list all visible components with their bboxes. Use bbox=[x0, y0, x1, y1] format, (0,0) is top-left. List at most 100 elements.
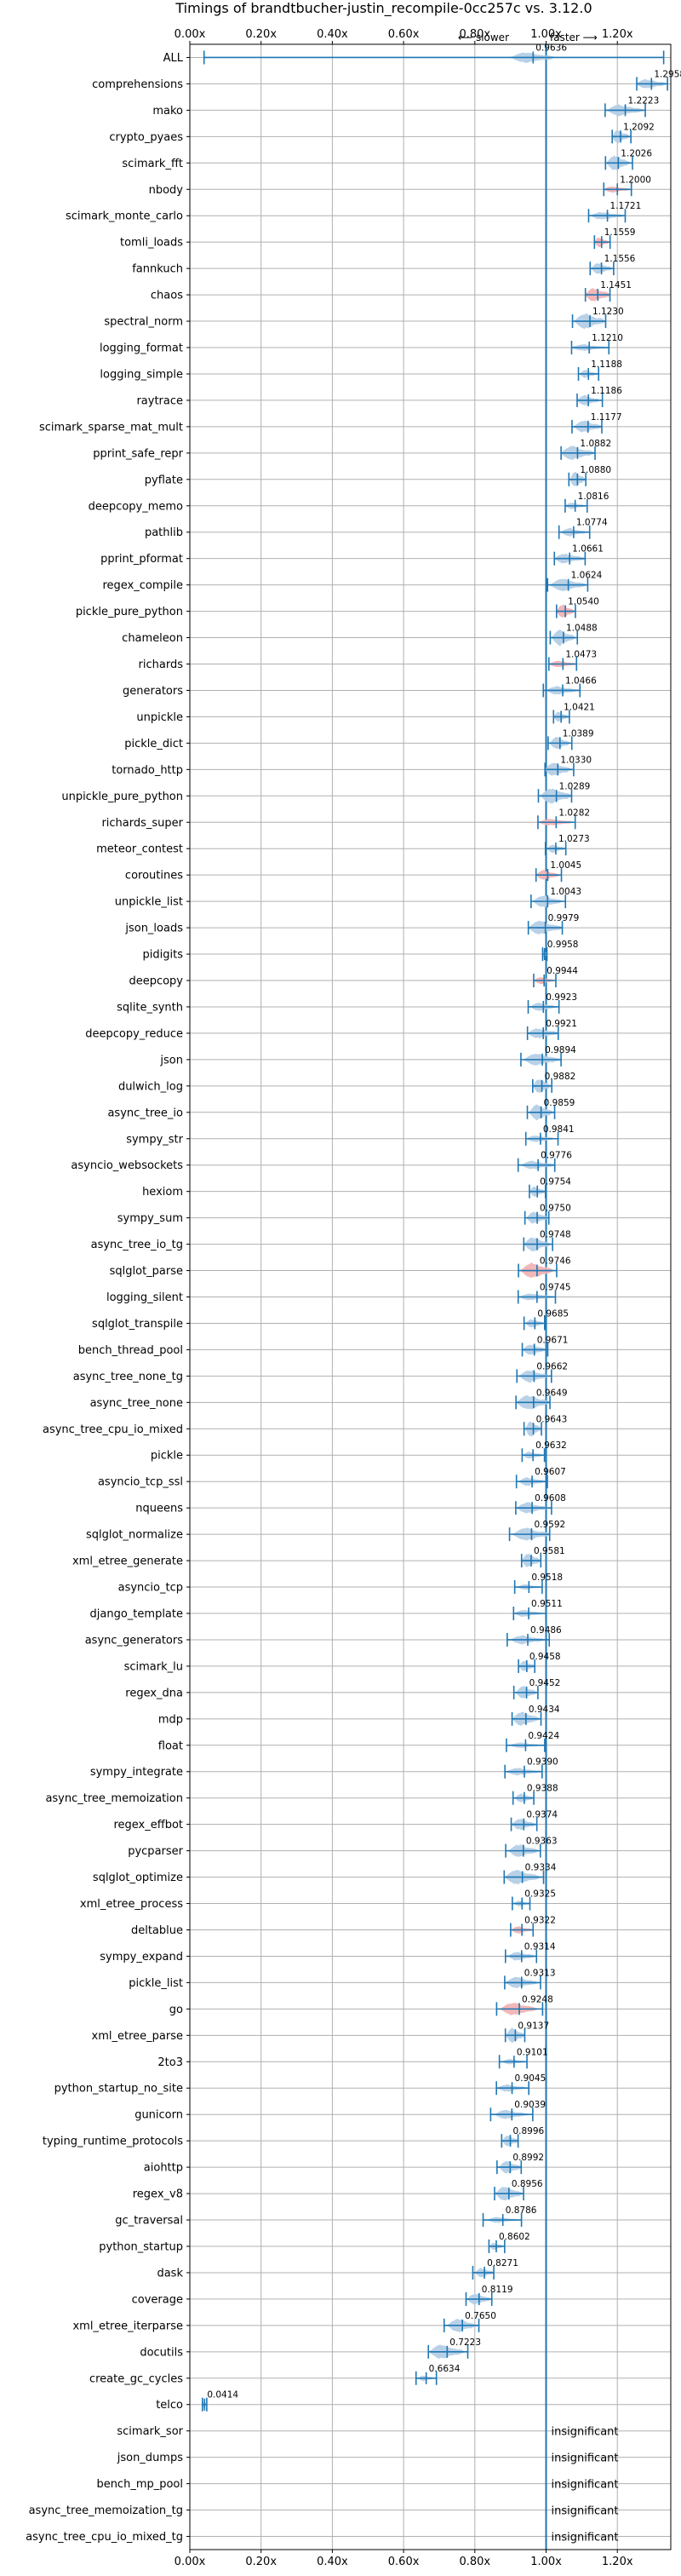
value-label: 0.9979 bbox=[548, 913, 580, 923]
category-label: pickle_list bbox=[129, 1977, 183, 1990]
value-label: 1.2223 bbox=[628, 95, 660, 106]
value-label: 1.0045 bbox=[550, 860, 581, 871]
value-label: 1.1556 bbox=[604, 254, 636, 264]
value-label: 0.9581 bbox=[534, 1546, 565, 1556]
value-label: 1.0774 bbox=[576, 518, 608, 528]
value-label: 0.9592 bbox=[534, 1520, 565, 1530]
category-label: regex_compile bbox=[102, 579, 183, 592]
value-label: 0.9325 bbox=[524, 1889, 556, 1900]
category-label: unpickle bbox=[136, 711, 183, 724]
category-label: generators bbox=[123, 685, 183, 698]
value-label: 1.0816 bbox=[578, 492, 609, 502]
value-label: 0.9754 bbox=[540, 1177, 571, 1187]
category-label: scimark_sparse_mat_mult bbox=[39, 421, 183, 434]
value-label: 0.7650 bbox=[465, 2311, 496, 2321]
value-label: 1.0289 bbox=[559, 781, 591, 791]
category-label: pickle_pure_python bbox=[76, 606, 183, 618]
category-label: json_dumps bbox=[117, 2452, 183, 2464]
category-label: async_tree_memoization_tg bbox=[29, 2504, 183, 2517]
category-label: sympy_sum bbox=[117, 1212, 183, 1225]
category-label: sqlglot_optimize bbox=[93, 1872, 183, 1884]
category-label: asyncio_tcp bbox=[118, 1582, 183, 1595]
category-label: sqlite_synth bbox=[117, 1001, 183, 1014]
category-label: async_tree_none_tg bbox=[73, 1371, 183, 1383]
category-label: sympy_integrate bbox=[90, 1766, 183, 1779]
value-label: 1.2092 bbox=[623, 122, 655, 132]
category-label: gc_traversal bbox=[115, 2215, 183, 2228]
chart-title: Timings of brandtbucher-justin_recompile… bbox=[175, 0, 592, 17]
value-label: 0.9363 bbox=[526, 1837, 558, 1847]
category-label: richards_super bbox=[101, 817, 183, 830]
insignificant-label: insignificant bbox=[552, 2505, 619, 2518]
category-label: chameleon bbox=[122, 632, 183, 645]
category-label: nqueens bbox=[135, 1503, 183, 1515]
category-label: async_tree_io bbox=[107, 1107, 183, 1119]
value-label: 0.9921 bbox=[546, 1019, 577, 1029]
value-label: 0.9458 bbox=[529, 1652, 561, 1662]
value-label: 0.8992 bbox=[512, 2153, 544, 2163]
value-label: 1.1210 bbox=[592, 333, 623, 343]
value-label: 0.9039 bbox=[514, 2100, 546, 2110]
x-tick-label-bottom: 0.20x bbox=[245, 2556, 277, 2568]
category-label: unpickle_pure_python bbox=[61, 791, 183, 803]
category-label: richards bbox=[139, 658, 184, 671]
category-label: logging_simple bbox=[100, 368, 183, 381]
value-label: 0.9748 bbox=[540, 1230, 571, 1240]
category-label: deepcopy bbox=[129, 975, 183, 988]
value-label: 0.9452 bbox=[529, 1678, 561, 1688]
category-label: scimark_monte_carlo bbox=[66, 210, 183, 223]
value-label: 1.0624 bbox=[571, 571, 603, 581]
category-label: scimark_fft bbox=[122, 158, 183, 170]
category-label: async_tree_cpu_io_mixed_tg bbox=[26, 2531, 183, 2544]
category-label: docutils bbox=[140, 2346, 183, 2359]
value-label: 0.9944 bbox=[547, 966, 578, 976]
category-label: meteor_contest bbox=[96, 843, 183, 856]
value-label: 0.9334 bbox=[525, 1863, 557, 1873]
category-label: pycparser bbox=[128, 1845, 183, 1858]
value-label: 1.0880 bbox=[580, 465, 611, 475]
value-label: 0.9746 bbox=[540, 1256, 571, 1267]
category-label: nbody bbox=[149, 184, 184, 197]
value-label: 0.9643 bbox=[536, 1414, 568, 1424]
x-tick-label-bottom: 0.00x bbox=[175, 2556, 206, 2568]
value-label: 1.0389 bbox=[563, 728, 594, 739]
category-label: crypto_pyaes bbox=[109, 131, 183, 144]
category-label: async_generators bbox=[85, 1634, 184, 1647]
value-label: 0.9745 bbox=[540, 1283, 571, 1293]
value-label: 0.9101 bbox=[517, 2047, 548, 2057]
value-label: 1.0661 bbox=[572, 544, 604, 555]
value-label: 0.9511 bbox=[531, 1599, 563, 1609]
category-label: bench_mp_pool bbox=[96, 2478, 183, 2491]
category-label: mdp bbox=[158, 1713, 183, 1726]
category-label: deltablue bbox=[131, 1924, 183, 1937]
category-label: sqlglot_transpile bbox=[92, 1318, 183, 1331]
category-label: bench_thread_pool bbox=[78, 1344, 183, 1357]
grid-layer bbox=[189, 44, 671, 2550]
value-label: 0.9045 bbox=[515, 2073, 547, 2084]
x-tick-label-top: 0.00x bbox=[175, 28, 206, 41]
value-label: 1.1559 bbox=[604, 227, 636, 238]
category-label: python_startup_no_site bbox=[54, 2083, 183, 2096]
value-label: 1.0043 bbox=[550, 887, 581, 897]
value-label: 1.2026 bbox=[621, 148, 652, 158]
x-tick-label-bottom: 0.40x bbox=[317, 2556, 348, 2568]
value-label: 0.9424 bbox=[528, 1731, 559, 1741]
category-label: deepcopy_memo bbox=[89, 500, 183, 513]
value-label: 1.2000 bbox=[620, 175, 651, 185]
value-label: 0.9137 bbox=[518, 2021, 549, 2031]
x-tick-label-bottom: 0.60x bbox=[388, 2556, 420, 2568]
category-label: dask bbox=[157, 2267, 183, 2280]
category-label: deepcopy_reduce bbox=[85, 1027, 183, 1040]
value-label: 0.9636 bbox=[535, 43, 567, 53]
value-label: 0.0414 bbox=[207, 2390, 238, 2401]
value-label: 1.1177 bbox=[591, 412, 622, 423]
insignificant-label: insignificant bbox=[552, 2479, 619, 2492]
value-label: 0.9750 bbox=[540, 1204, 571, 1214]
category-label: xml_etree_process bbox=[80, 1898, 183, 1911]
value-label: 0.6634 bbox=[429, 2364, 461, 2374]
value-label: 0.9671 bbox=[537, 1335, 569, 1345]
value-label: 1.0540 bbox=[568, 597, 599, 607]
value-label: 0.9314 bbox=[524, 1941, 556, 1952]
x-tick-label-bottom: 1.20x bbox=[602, 2556, 633, 2568]
category-label: fannkuch bbox=[132, 263, 183, 276]
